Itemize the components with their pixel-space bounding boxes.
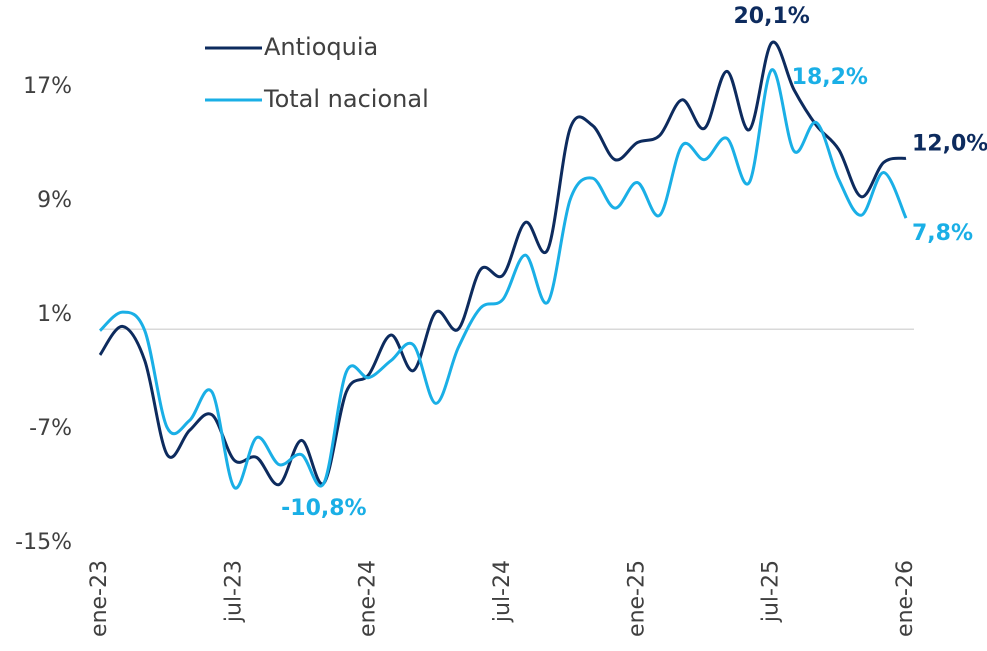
legend-label: Total nacional	[263, 85, 429, 113]
x-tick-label: ene-24	[356, 560, 381, 637]
x-tick-label: jul-24	[490, 560, 515, 623]
x-tick-label: jul-23	[221, 560, 246, 623]
series-line	[98, 40, 907, 487]
data-label: 7,8%	[912, 221, 973, 246]
data-label: 12,0%	[912, 131, 987, 156]
legend-label: Antioquia	[264, 33, 378, 61]
x-tick-label: ene-25	[624, 560, 649, 637]
data-label: 18,2%	[792, 65, 868, 90]
data-label: -10,8%	[281, 496, 366, 521]
data-label: 20,1%	[734, 4, 810, 29]
x-tick-label: ene-26	[893, 560, 918, 637]
x-tick-label: jul-25	[759, 560, 784, 623]
x-tick-label: ene-23	[87, 560, 112, 637]
y-tick-label: 9%	[37, 188, 72, 213]
y-tick-label: 17%	[23, 74, 72, 99]
y-tick-label: 1%	[37, 302, 72, 327]
y-tick-label: -15%	[15, 530, 72, 555]
series-line	[98, 68, 908, 490]
y-tick-label: -7%	[29, 416, 72, 441]
